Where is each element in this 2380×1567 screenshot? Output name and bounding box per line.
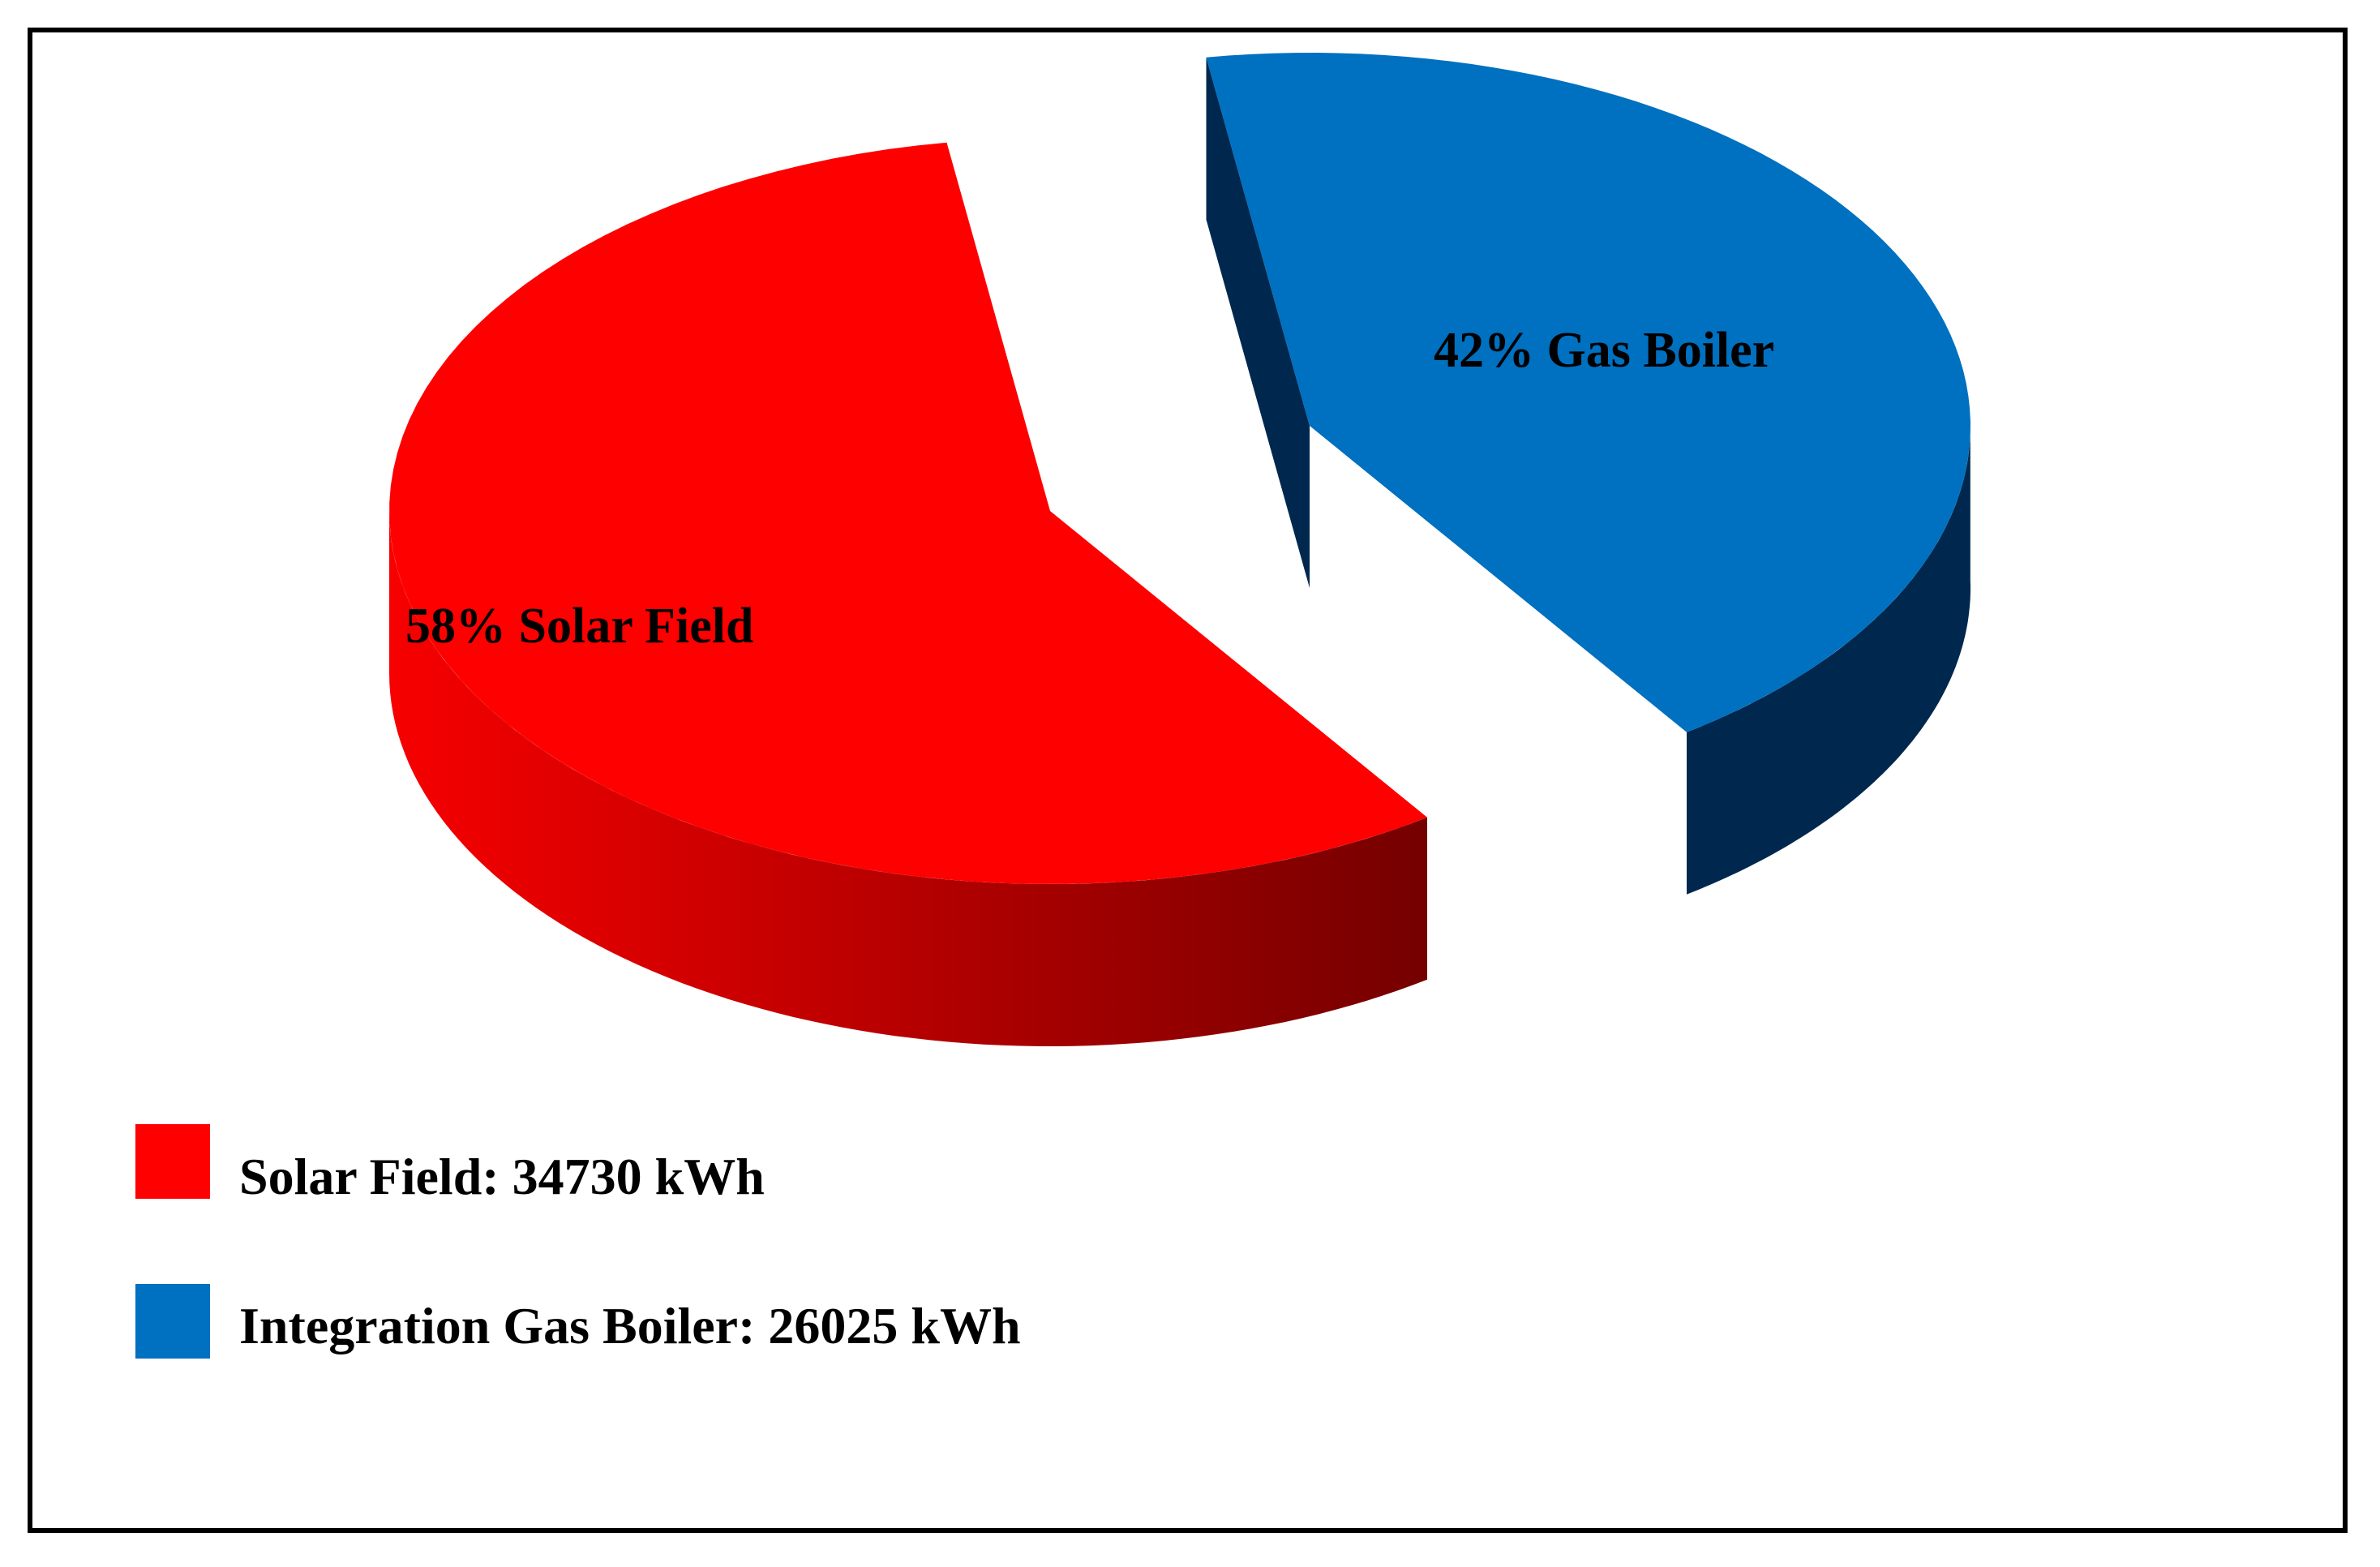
gas-boiler-cut-face [1206, 57, 1310, 588]
solar-field-slice [389, 142, 1428, 884]
legend: Solar Field: 34730 kWh Integration Gas B… [135, 1124, 1021, 1359]
gas-boiler-slice [1206, 53, 1970, 732]
slice-label-gas-boiler: 42% Gas Boiler [1434, 323, 1774, 378]
pie-slices [389, 53, 1970, 1046]
legend-label-solar-field: Solar Field: 34730 kWh [239, 1148, 765, 1205]
legend-label-gas-boiler: Integration Gas Boiler: 26025 kWh [239, 1297, 1021, 1354]
slice-label-solar-field: 58% Solar Field [405, 599, 753, 654]
solar-field-side [389, 511, 1427, 1046]
gas-boiler-side [1687, 418, 1970, 895]
legend-swatch-solar-field [135, 1124, 210, 1199]
legend-swatch-gas-boiler [135, 1284, 210, 1359]
